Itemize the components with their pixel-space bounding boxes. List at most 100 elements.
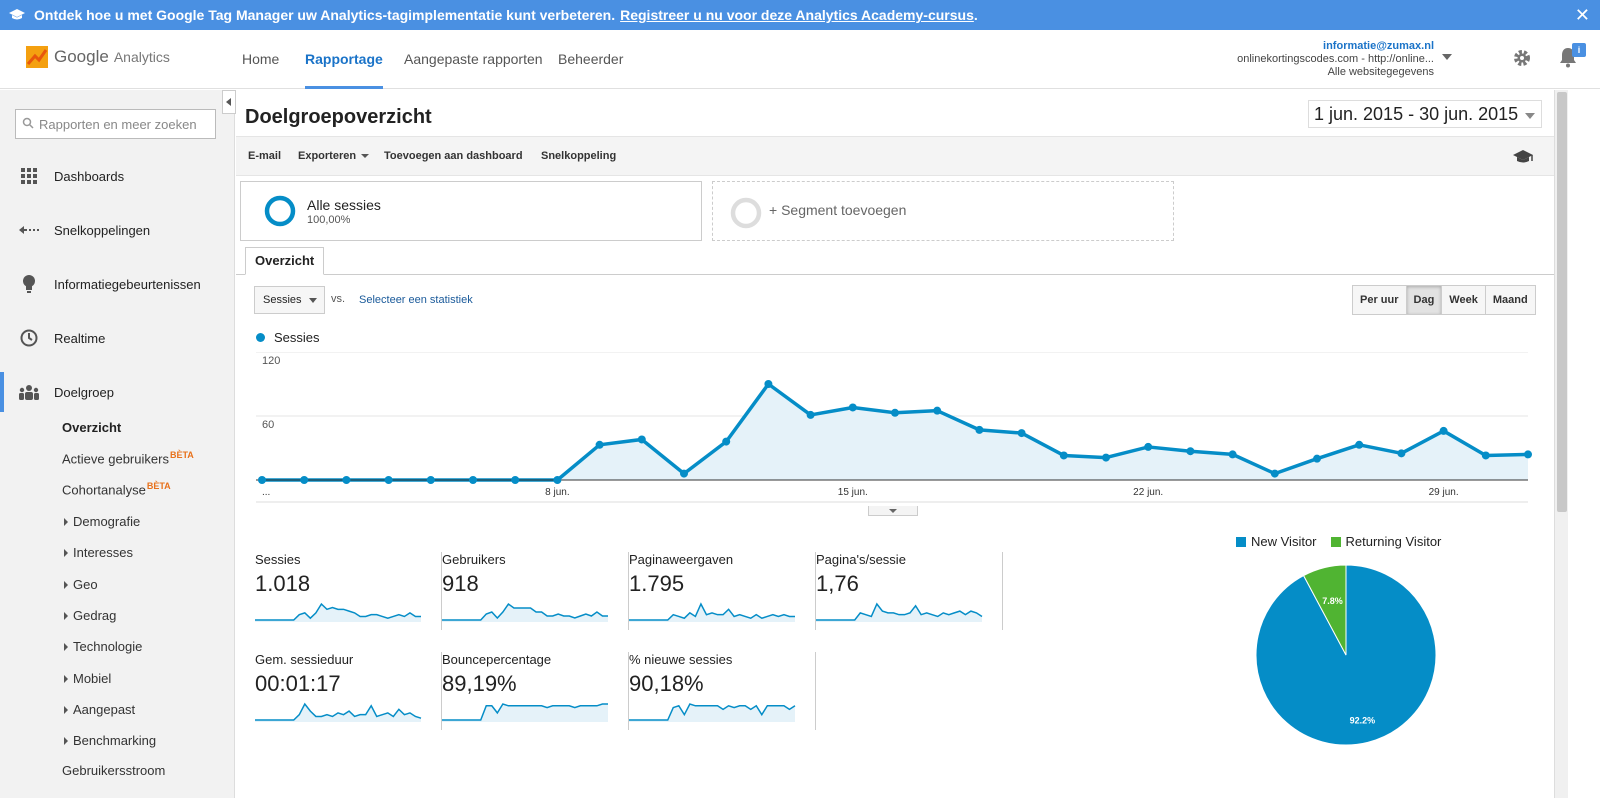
data-point[interactable] — [1355, 440, 1364, 449]
pie-slice-returning-visitor[interactable] — [1302, 564, 1347, 656]
data-point[interactable] — [1059, 451, 1068, 460]
data-point[interactable] — [933, 406, 942, 415]
sidebar-item-label: Doelgroep — [54, 384, 114, 400]
sparkline-line — [816, 602, 983, 621]
metric-tile-paginaweergaven[interactable]: Paginaweergaven 1.795 — [629, 552, 816, 630]
segment-all-sessions[interactable]: Alle sessies 100,00% — [240, 181, 702, 241]
add-to-dashboard-button[interactable]: Toevoegen aan dashboard — [384, 150, 523, 162]
chart-resize-handle[interactable] — [868, 506, 918, 516]
data-point[interactable] — [975, 425, 984, 434]
account-dropdown-icon[interactable] — [1442, 54, 1452, 60]
tile-sparkline — [442, 703, 608, 722]
sparkline-area — [629, 704, 795, 722]
granularity-week[interactable]: Week — [1442, 286, 1486, 314]
select-statistic-link[interactable]: Selecteer een statistiek — [359, 294, 473, 306]
nav-beheerder[interactable]: Beheerder — [558, 51, 624, 67]
sidebar-sub-actieve-gebruikers[interactable]: Actieve gebruikersBÈTA — [62, 450, 194, 466]
account-email[interactable]: informatie@zumax.nl — [1323, 40, 1434, 52]
sidebar-sub-label: Overzicht — [62, 420, 122, 435]
data-point[interactable] — [1228, 450, 1237, 459]
granularity-dag[interactable]: Dag — [1406, 286, 1443, 314]
data-point[interactable] — [469, 476, 477, 484]
data-point[interactable] — [426, 476, 435, 484]
sidebar-sub-demografie[interactable]: Demografie — [62, 514, 140, 529]
data-point[interactable] — [553, 476, 562, 484]
sidebar-item-informatiegebeurtenissen[interactable]: Informatiegebeurtenissen — [0, 264, 235, 304]
sidebar-sub-aangepast[interactable]: Aangepast — [62, 702, 135, 717]
granularity-maand[interactable]: Maand — [1492, 294, 1528, 306]
account-selector[interactable]: informatie@zumax.nl onlinekortingscodes.… — [1237, 40, 1434, 79]
page-scrollbar[interactable] — [1554, 90, 1568, 798]
data-point[interactable] — [595, 440, 604, 449]
metric-tile-sessies[interactable]: Sessies 1.018 — [255, 552, 442, 630]
legend-label: Returning Visitor — [1345, 534, 1442, 549]
scrollbar-thumb[interactable] — [1557, 92, 1567, 512]
sidebar-sub-gebruikersstroom[interactable]: Gebruikersstroom — [62, 763, 165, 778]
data-point[interactable] — [1524, 450, 1532, 459]
data-point[interactable] — [722, 437, 731, 446]
google-analytics-logo[interactable]: Google Analytics — [26, 46, 170, 68]
search-placeholder: Rapporten en meer zoeken — [39, 116, 197, 132]
data-point[interactable] — [1270, 469, 1279, 478]
gear-icon[interactable] — [1512, 48, 1532, 73]
data-point[interactable] — [384, 476, 393, 484]
sidebar-collapse-button[interactable] — [222, 90, 236, 114]
series-area — [262, 384, 1528, 480]
data-point[interactable] — [1397, 449, 1406, 458]
sidebar-sub-interesses[interactable]: Interesses — [62, 545, 133, 560]
shortcut-button[interactable]: Snelkoppeling — [541, 150, 617, 162]
sidebar-sub-cohortanalyse[interactable]: CohortanalyseBÈTA — [62, 481, 171, 497]
sidebar-item-realtime[interactable]: Realtime — [0, 318, 235, 358]
sidebar-sub-overzicht[interactable]: Overzicht — [62, 420, 121, 435]
data-point[interactable] — [300, 476, 309, 484]
data-point[interactable] — [637, 435, 646, 444]
export-button[interactable]: Exporteren — [298, 150, 370, 162]
data-point[interactable] — [680, 469, 688, 478]
pie-legend-new-visitor[interactable]: New Visitor — [1236, 534, 1317, 549]
sidebar-sub-geo[interactable]: Geo — [62, 577, 98, 592]
sidebar-item-snelkoppelingen[interactable]: Snelkoppelingen — [0, 210, 235, 250]
metric-select[interactable]: Sessies — [254, 286, 325, 314]
email-button[interactable]: E-mail — [248, 150, 282, 162]
data-point[interactable] — [511, 476, 520, 484]
metric-tile-paginas-per-sessie[interactable]: Pagina's/sessie 1,76 — [816, 552, 1003, 630]
data-point[interactable] — [342, 476, 351, 484]
sidebar-item-doelgroep[interactable]: Doelgroep — [0, 372, 235, 412]
metric-tile-bouncepercentage[interactable]: Bouncepercentage 89,19% — [442, 652, 629, 730]
nav-rapportage[interactable]: Rapportage — [305, 30, 383, 89]
nav-home[interactable]: Home — [242, 51, 280, 67]
legend-label: New Visitor — [1251, 534, 1317, 549]
sidebar-sub-benchmarking[interactable]: Benchmarking — [62, 733, 156, 748]
banner-register-link[interactable]: Registreer u nu voor deze Analytics Acad… — [620, 7, 974, 23]
add-segment-button[interactable]: + Segment toevoegen — [712, 181, 1174, 241]
data-point[interactable] — [891, 408, 899, 417]
data-point[interactable] — [1439, 426, 1448, 435]
data-point[interactable] — [848, 403, 857, 412]
notifications-bell-icon[interactable]: i — [1558, 43, 1586, 73]
data-point[interactable] — [764, 380, 773, 388]
pie-legend-returning-visitor[interactable]: Returning Visitor — [1330, 534, 1442, 549]
granularity-per-uur[interactable]: Per uur — [1353, 286, 1407, 314]
data-point[interactable] — [258, 476, 266, 484]
sidebar-sub-gedrag[interactable]: Gedrag — [62, 608, 116, 623]
tile-sparkline — [442, 602, 608, 622]
date-range-picker[interactable]: 1 jun. 2015 - 30 jun. 2015 — [1308, 100, 1542, 128]
data-point[interactable] — [1481, 451, 1490, 460]
tab-overzicht[interactable]: Overzicht — [245, 247, 325, 275]
graduation-cap-icon[interactable] — [1512, 149, 1534, 170]
sidebar-item-dashboards[interactable]: Dashboards — [0, 156, 235, 196]
data-point[interactable] — [806, 410, 815, 419]
banner-close-icon[interactable]: ✕ — [1574, 5, 1590, 25]
data-point[interactable] — [1313, 454, 1321, 463]
data-point[interactable] — [1102, 453, 1110, 462]
metric-tile-nieuwe-sessies[interactable]: % nieuwe sessies 90,18% — [629, 652, 816, 730]
nav-aangepaste-rapporten[interactable]: Aangepaste rapporten — [404, 51, 543, 67]
data-point[interactable] — [1186, 447, 1195, 456]
metric-tile-gebruikers[interactable]: Gebruikers 918 — [442, 552, 629, 630]
sidebar-sub-technologie[interactable]: Technologie — [62, 639, 142, 654]
metric-tile-sessieduur[interactable]: Gem. sessieduur 00:01:17 — [255, 652, 442, 730]
search-input[interactable]: Rapporten en meer zoeken — [15, 109, 216, 139]
data-point[interactable] — [1144, 442, 1153, 451]
sidebar-sub-mobiel[interactable]: Mobiel — [62, 671, 111, 686]
data-point[interactable] — [1017, 429, 1026, 438]
